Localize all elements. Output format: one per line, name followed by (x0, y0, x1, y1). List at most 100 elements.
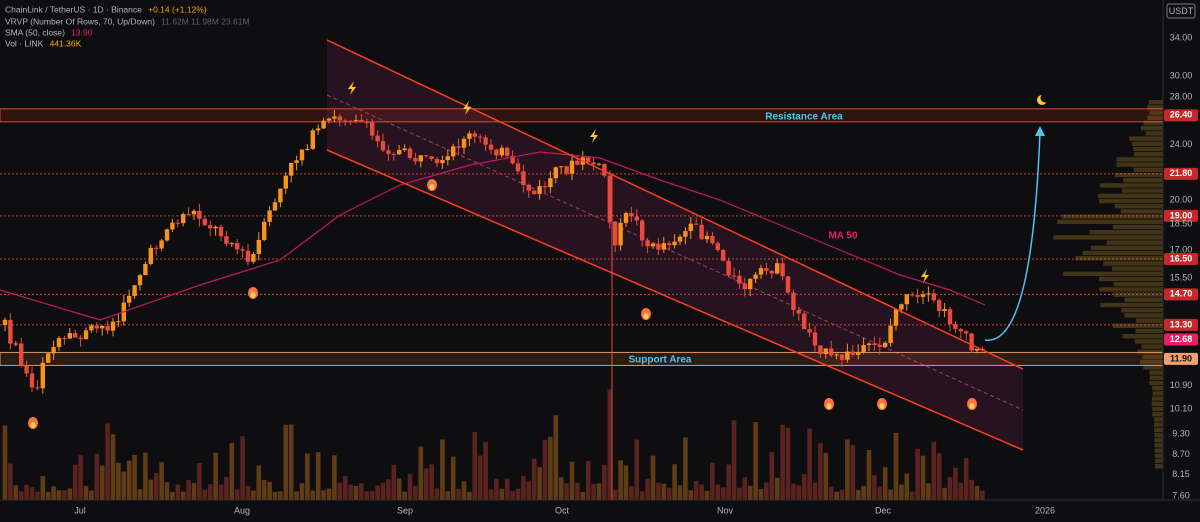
candle-body (721, 249, 726, 261)
price-label: 18.50 (1170, 218, 1193, 228)
volume-bar (888, 489, 893, 500)
volume-profile-bar (1098, 198, 1163, 204)
candle-body (289, 162, 294, 176)
volume-profile-bar (1075, 256, 1163, 261)
candle-body (154, 247, 159, 249)
candle-body (229, 243, 234, 245)
time-label: Aug (234, 505, 250, 515)
candle-body (283, 175, 288, 189)
candle-body (256, 239, 261, 254)
volume-bar (926, 483, 931, 500)
volume-profile-bar (1114, 172, 1163, 178)
candle-body (656, 243, 661, 250)
volume-profile-bar (1140, 360, 1163, 365)
volume-bar (159, 462, 164, 500)
volume-profile-bar (1116, 162, 1163, 167)
volume-bar (191, 482, 197, 500)
candle-body (402, 148, 407, 151)
flame-core (30, 422, 36, 428)
candle-body (294, 160, 299, 163)
volume-profile-bar (1090, 245, 1163, 250)
volume-bar (607, 389, 613, 500)
volume-bar (974, 485, 980, 500)
volume-bar (137, 489, 143, 500)
candle-body (105, 326, 110, 331)
volume-profile-bar (1152, 391, 1163, 396)
volume-profile-bar (1149, 375, 1163, 380)
candle-body (181, 214, 186, 224)
volume-profile-bar (1141, 344, 1163, 349)
candle-body (164, 229, 170, 241)
volume-profile-bar (1145, 131, 1163, 136)
candle-body (73, 333, 78, 338)
volume-bar (62, 490, 67, 500)
candle-body (883, 342, 888, 347)
flame-core (429, 184, 435, 190)
volume-bar (661, 483, 667, 500)
candle-body (110, 321, 116, 331)
flame-core (826, 403, 832, 409)
bolt-icon (590, 129, 598, 143)
candle-body (515, 163, 521, 172)
volume-bar (348, 484, 353, 500)
price-label: 9.30 (1172, 429, 1190, 439)
volume-bar (180, 491, 186, 500)
candle-body (56, 338, 62, 348)
candle-body (715, 243, 720, 250)
volume-profile-bar (1099, 183, 1163, 188)
symbol: ChainLink / TetherUS · 1D · Binance (5, 4, 142, 14)
candle-body (467, 133, 472, 139)
volume-bar (218, 484, 224, 500)
volume-bar (526, 481, 532, 500)
candle-body (958, 329, 963, 332)
level-tag-bg (1164, 109, 1198, 122)
volume-bar (548, 436, 553, 500)
volume-profile-bar (1154, 443, 1163, 448)
volume-bar (591, 483, 596, 500)
volume-bar (785, 427, 791, 500)
candle-body (915, 295, 920, 297)
candle-body (505, 147, 510, 156)
volume-profile-bar (1121, 188, 1163, 193)
level-tag: 14.70 (1170, 289, 1193, 299)
candle-body (316, 128, 321, 131)
candle-body (310, 130, 315, 149)
volume-profile-bar (1106, 240, 1163, 245)
zone (0, 351, 1164, 366)
volume-bar (980, 490, 985, 500)
volume-bar (35, 491, 40, 500)
volume-bar (175, 484, 181, 500)
currency-box[interactable] (1166, 3, 1196, 19)
volume-bar (726, 464, 731, 500)
time-label: Sep (397, 505, 413, 515)
candle-body (137, 275, 143, 286)
volume-bar (720, 487, 726, 500)
volume-bar (413, 485, 418, 500)
volume-bar (359, 482, 364, 500)
candle-body (305, 148, 310, 150)
candle-body (623, 213, 629, 223)
volume-profile-bar (1112, 224, 1163, 230)
level-tag: 11.90 (1170, 353, 1192, 363)
volume-bar (386, 479, 391, 500)
bolt-icon (921, 269, 929, 283)
time-label: 2026 (1035, 505, 1055, 515)
candle-body (564, 166, 569, 174)
candle-body (440, 160, 445, 164)
volume-profile-bar (1089, 230, 1163, 235)
candle-body (618, 222, 623, 246)
volume-profile-bar (1149, 370, 1163, 375)
volume-bar (861, 485, 866, 500)
volume-bar (947, 477, 953, 500)
flame-core (879, 403, 885, 409)
candle-body (872, 343, 877, 345)
volume-bar (283, 424, 289, 500)
volume-bar (305, 453, 310, 500)
volume-profile-bar (1062, 214, 1163, 219)
volume-bar (440, 439, 445, 500)
candle-body (278, 188, 283, 203)
volume-bar (893, 432, 899, 500)
candle-body (321, 120, 326, 129)
volume-bar (477, 455, 483, 500)
flame-core (643, 313, 649, 319)
